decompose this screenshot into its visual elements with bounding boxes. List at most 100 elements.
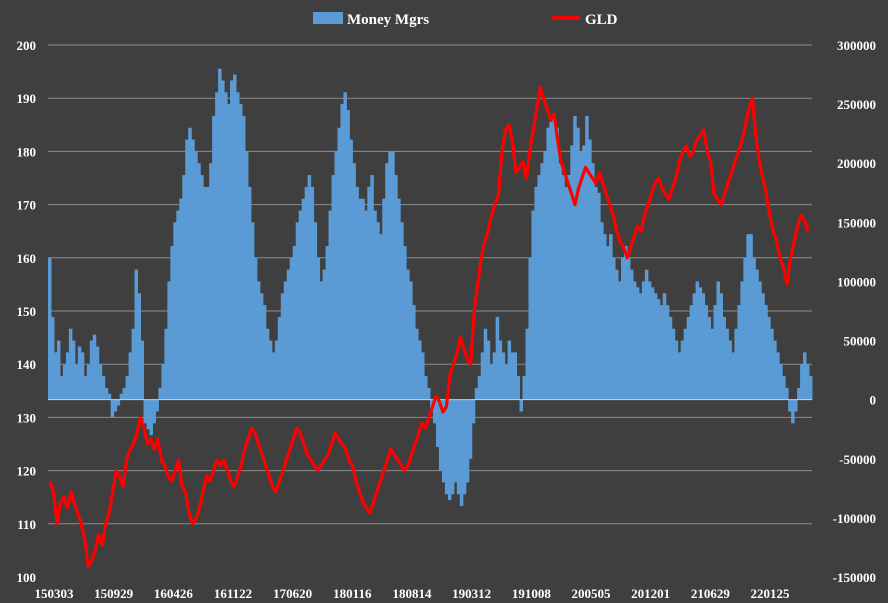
left-tick-label: 160 [17, 251, 37, 266]
money-mgrs-bar [104, 387, 109, 400]
money-mgrs-bar [480, 352, 485, 400]
money-mgrs-bar [588, 139, 592, 400]
money-mgrs-bar [71, 340, 76, 400]
right-tick-label: 300000 [837, 38, 876, 53]
money-mgrs-bar [68, 328, 73, 400]
money-mgrs-bar [582, 145, 586, 400]
money-mgrs-bar [95, 346, 100, 400]
money-mgrs-bar [776, 352, 780, 400]
money-mgrs-bar [677, 352, 682, 400]
money-mgrs-bar [152, 399, 156, 424]
money-mgrs-bar [486, 340, 491, 400]
x-axis-ticks: 150303 150929 160426 161122 170620 180116 1808… [35, 586, 791, 601]
right-tick-label: -150000 [833, 570, 876, 585]
money-mgrs-bar [618, 281, 622, 400]
money-mgrs-bar [471, 399, 476, 424]
money-mgrs-bar [791, 399, 795, 424]
money-mgrs-bar [641, 281, 646, 400]
money-mgrs-bar [358, 198, 362, 400]
money-mgrs-bar [749, 234, 753, 400]
money-mgrs-bar [770, 328, 774, 400]
left-tick-label: 200 [17, 38, 37, 53]
x-tick-label: 201201 [631, 586, 670, 601]
money-mgrs-bar [695, 281, 700, 400]
left-tick-label: 140 [17, 357, 37, 372]
money-mgrs-bar [686, 316, 691, 400]
money-mgrs-bar [788, 399, 792, 412]
legend-gld-label: GLD [585, 12, 618, 28]
money-mgrs-bars [48, 68, 813, 507]
money-mgrs-bar [483, 328, 488, 400]
money-mgrs-bar [435, 399, 440, 447]
money-mgrs-bar [531, 210, 535, 400]
money-mgrs-bar [59, 376, 64, 400]
money-mgrs-bar [594, 186, 598, 400]
money-mgrs-bar [131, 328, 136, 400]
money-mgrs-bar [612, 257, 616, 400]
money-mgrs-bar [662, 293, 667, 400]
money-mgrs-bar [247, 186, 252, 400]
right-tick-label: -50000 [839, 452, 876, 467]
money-mgrs-bar [140, 340, 144, 400]
money-mgrs-bar [394, 175, 398, 400]
money-mgrs-bar [289, 257, 294, 400]
money-mgrs-bar [462, 399, 467, 495]
money-mgrs-bar [489, 364, 494, 400]
money-mgrs-bar [325, 245, 330, 400]
money-mgrs-bar [53, 352, 58, 400]
money-mgrs-bar [704, 305, 709, 400]
x-tick-label: 190312 [452, 586, 491, 601]
money-mgrs-bar [271, 352, 276, 400]
money-mgrs-bar [743, 257, 747, 400]
money-mgrs-bar [731, 352, 735, 400]
money-mgrs-bar [224, 92, 228, 400]
money-mgrs-bar [504, 364, 509, 400]
money-mgrs-bar [209, 163, 213, 400]
money-mgrs-bar [92, 334, 97, 400]
money-mgrs-bar [361, 198, 365, 400]
right-axis-ticks: -150000 -100000 -50000 0 50000 100000 150000 20… [833, 38, 876, 585]
gld-line [48, 86, 810, 568]
money-mgrs-bar [48, 257, 52, 400]
money-mgrs-bar [635, 287, 640, 400]
left-axis-ticks: 100 110 120 130 140 150 160 170 180 190 200 [17, 38, 37, 585]
money-mgrs-bar [388, 151, 392, 400]
money-mgrs-bar [343, 92, 347, 400]
gld-series-line [48, 86, 810, 568]
money-mgrs-bar [188, 127, 192, 400]
money-mgrs-bar [447, 399, 452, 501]
money-mgrs-bar [373, 210, 377, 400]
money-mgrs-bar [265, 328, 270, 400]
money-mgrs-bar [785, 387, 789, 400]
money-mgrs-bar [782, 376, 786, 400]
money-mgrs-bar [707, 316, 712, 400]
x-tick-label: 220125 [751, 586, 791, 601]
money-mgrs-bar [656, 299, 661, 400]
money-mgrs-bar [233, 74, 237, 400]
money-mgrs-bar [722, 316, 726, 400]
money-mgrs-bar [274, 340, 279, 400]
money-mgrs-bar [525, 328, 529, 400]
money-mgrs-bar [107, 393, 112, 400]
money-mgrs-bar [474, 387, 479, 400]
money-mgrs-bar [98, 364, 103, 400]
money-mgrs-bar [352, 163, 356, 400]
money-mgrs-bar [322, 269, 327, 400]
x-tick-label: 160426 [154, 586, 194, 601]
money-mgrs-bar [728, 340, 732, 400]
money-mgrs-bar [600, 222, 604, 400]
money-mgrs-bar [561, 175, 565, 400]
money-mgrs-bar [606, 245, 610, 400]
money-mgrs-bar [734, 328, 738, 400]
money-mgrs-bar [638, 293, 643, 400]
money-mgrs-bar [653, 293, 658, 400]
left-tick-label: 110 [17, 517, 36, 532]
legend-money-mgrs-label: Money Mgrs [347, 12, 429, 28]
money-mgrs-bar [495, 316, 500, 400]
money-mgrs-bar [644, 269, 649, 400]
money-mgrs-bar [453, 399, 458, 483]
money-mgrs-bar [477, 376, 482, 400]
money-mgrs-bar [307, 175, 312, 400]
money-mgrs-bar [215, 92, 219, 400]
